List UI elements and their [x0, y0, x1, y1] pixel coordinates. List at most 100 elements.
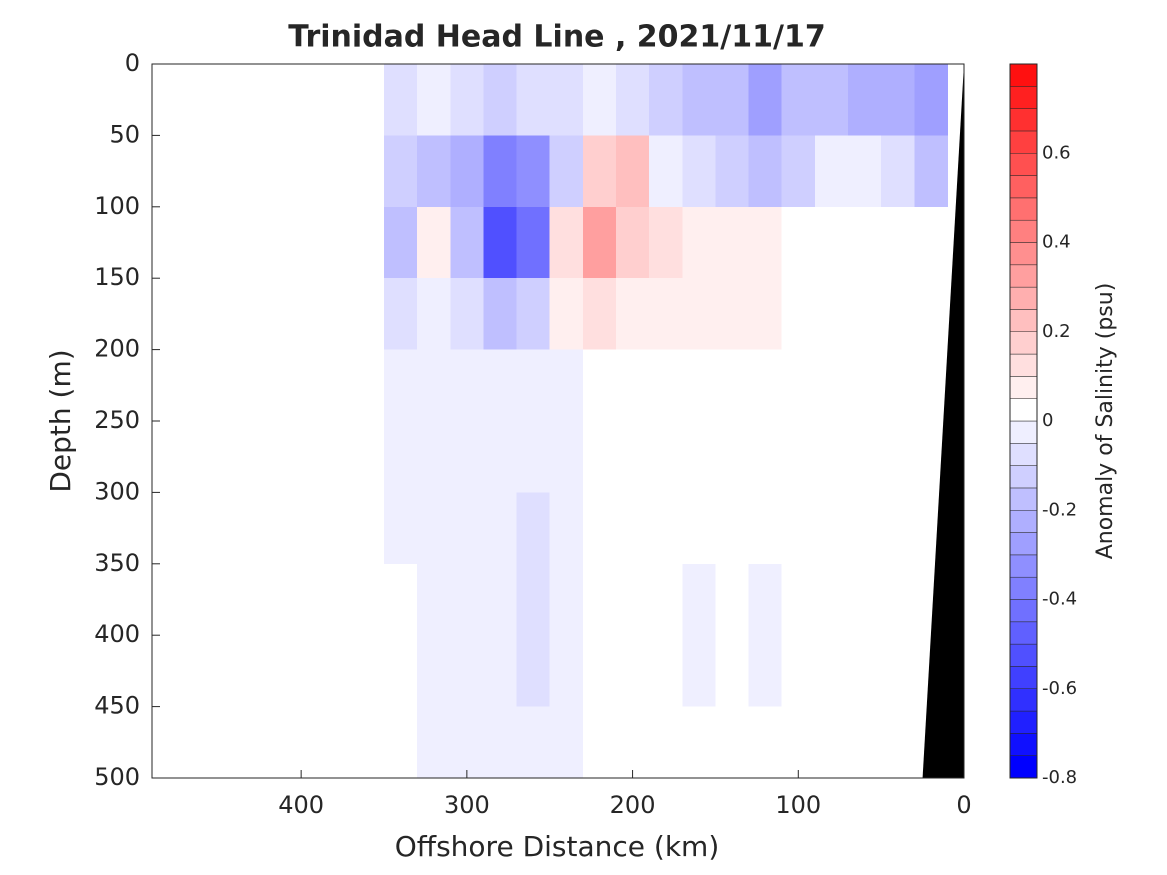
cell — [582, 135, 617, 208]
y-tick-label: 250 — [94, 406, 140, 434]
cell — [384, 64, 418, 136]
cell — [516, 135, 551, 208]
cell — [417, 278, 451, 351]
cell — [549, 492, 584, 565]
y-tick-label: 300 — [94, 477, 140, 505]
cell — [450, 349, 484, 422]
colorbar-level — [1009, 197, 1038, 221]
cell — [450, 206, 484, 279]
cell — [616, 492, 650, 565]
cell — [384, 206, 418, 279]
cell — [715, 135, 750, 208]
y-tick-label: 50 — [109, 120, 140, 148]
cell — [450, 421, 484, 493]
cell — [417, 635, 451, 708]
colorbar-level — [1009, 242, 1038, 266]
cell — [649, 135, 683, 208]
cell — [516, 421, 551, 493]
y-tick-label: 150 — [94, 263, 140, 291]
colorbar-label: Anomaly of Salinity (psu) — [1093, 283, 1118, 560]
cell — [417, 349, 451, 422]
cell — [748, 563, 783, 636]
colorbar-level — [1009, 286, 1038, 310]
colorbar-level — [1009, 86, 1038, 109]
cell — [814, 706, 849, 779]
cell — [417, 206, 451, 279]
cell — [549, 635, 584, 708]
y-tick-label: 100 — [94, 192, 140, 220]
cell — [814, 635, 849, 708]
cell — [384, 492, 418, 565]
cell — [582, 635, 617, 708]
cell — [748, 135, 783, 208]
y-axis-label: Depth (m) — [44, 349, 77, 492]
cell — [616, 563, 650, 636]
cell — [483, 135, 518, 208]
colorbar-level — [1009, 487, 1038, 511]
cell — [848, 206, 882, 279]
cell — [582, 349, 617, 422]
colorbar-level — [1009, 532, 1038, 556]
cell — [384, 563, 418, 636]
cell — [516, 563, 551, 636]
cell — [881, 563, 915, 636]
cell — [715, 635, 750, 708]
cell — [682, 64, 716, 136]
cell — [748, 492, 783, 565]
cell — [483, 563, 518, 636]
cell — [582, 278, 617, 351]
cell — [715, 563, 750, 636]
colorbar-level — [1009, 108, 1038, 132]
cell — [616, 635, 650, 708]
cell — [649, 206, 683, 279]
colorbar-level — [1009, 621, 1038, 645]
cell — [516, 635, 551, 708]
cell — [914, 349, 948, 422]
bathymetry — [922, 64, 964, 778]
cell — [516, 492, 551, 565]
cell — [483, 492, 518, 565]
cell — [549, 706, 584, 779]
cell — [881, 64, 915, 136]
cell — [483, 349, 518, 422]
cell — [450, 135, 484, 208]
y-tick-label: 400 — [94, 620, 140, 648]
colorbar-level — [1009, 63, 1038, 87]
cell — [814, 563, 849, 636]
cell — [682, 278, 716, 351]
cell — [450, 492, 484, 565]
colorbar-tick-label: 0 — [1042, 410, 1053, 431]
cell — [781, 421, 816, 493]
cell — [748, 421, 783, 493]
colorbar-level — [1009, 331, 1038, 355]
cell — [417, 421, 451, 493]
y-tick-label: 0 — [125, 49, 140, 77]
cell — [881, 706, 915, 779]
colorbar-level — [1009, 643, 1038, 667]
cell — [616, 64, 650, 136]
cell — [516, 706, 551, 779]
x-tick-label: 300 — [444, 791, 490, 819]
cell — [616, 349, 650, 422]
y-tick-label: 350 — [94, 549, 140, 577]
colorbar-tick-label: 0.4 — [1042, 232, 1071, 253]
colorbar-level — [1009, 666, 1038, 689]
cell — [848, 278, 882, 351]
cell — [516, 349, 551, 422]
cell — [483, 706, 518, 779]
cell — [649, 635, 683, 708]
colorbar-level — [1009, 733, 1038, 756]
cell — [814, 349, 849, 422]
cell — [748, 349, 783, 422]
cell — [649, 349, 683, 422]
colorbar-level — [1009, 398, 1038, 422]
colorbar-level — [1009, 599, 1038, 623]
colorbar-level — [1009, 219, 1038, 243]
cell — [582, 64, 617, 136]
cell — [384, 135, 418, 208]
colorbar-tick-label: 0.6 — [1042, 142, 1071, 163]
cell — [715, 349, 750, 422]
cell — [881, 635, 915, 708]
cell — [516, 206, 551, 279]
